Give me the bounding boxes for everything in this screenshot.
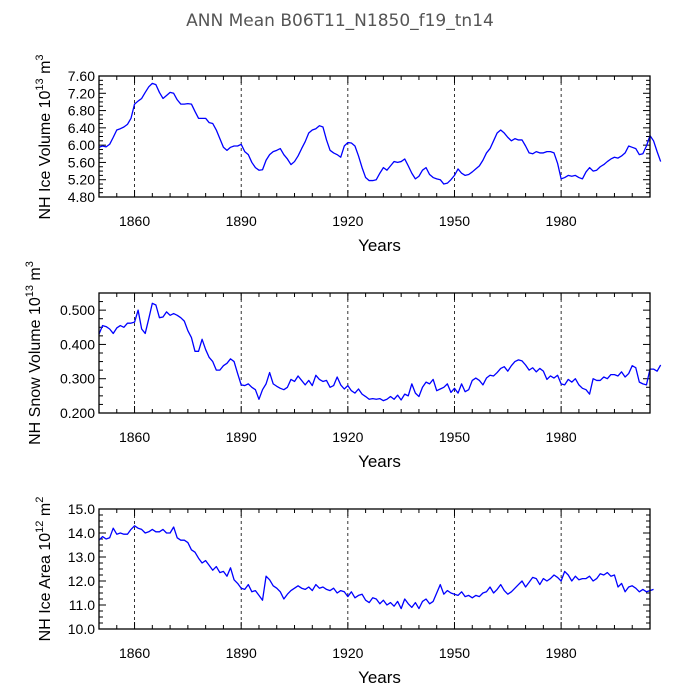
- y-axis-label: NH Ice Area 1012 m2: [34, 497, 54, 642]
- series-line-ice-area: [98, 525, 654, 610]
- x-tick-label: 1890: [226, 645, 257, 661]
- panel-snow-volume: 0.200 0.300 0.400 0.500 1860 1890 1920 1950 1980…: [24, 261, 662, 471]
- x-tick-label: 1980: [546, 429, 577, 445]
- y-tick-label: 5.60: [68, 154, 95, 170]
- y-axis-label: NH Snow Volume 1013 m3: [24, 261, 44, 445]
- y-tick-label: 7.60: [68, 68, 95, 84]
- y-tick-label: 11.0: [69, 597, 95, 613]
- y-tick-label: 14.0: [68, 525, 95, 541]
- x-axis-label: Years: [358, 452, 401, 471]
- y-tick-label: 5.20: [68, 172, 95, 188]
- x-tick-label: 1950: [439, 213, 470, 229]
- panel-ice-area: 10.0 11.0 12.0 13.0 14.0 15.0 1860 1890 1920 1950…: [34, 497, 654, 687]
- y-tick-label: 10.0: [68, 621, 95, 637]
- y-tick-label: 4.80: [68, 189, 95, 205]
- y-tick-label: 0.300: [60, 371, 95, 387]
- y-tick-label: 15.0: [68, 501, 95, 517]
- x-tick-label: 1890: [226, 429, 257, 445]
- plot-frame: [98, 508, 651, 630]
- y-tick-label: 13.0: [68, 549, 95, 565]
- x-tick-label: 1950: [439, 645, 470, 661]
- panel-ice-volume: 4.805.20 5.606.006.406.80 7.207.60 1860 1890…: [34, 54, 662, 255]
- x-tick-label: 1920: [332, 213, 363, 229]
- y-tick-label: 0.200: [60, 405, 95, 421]
- y-tick-label: 6.80: [68, 103, 95, 119]
- x-tick-label: 1980: [546, 213, 577, 229]
- y-axis-label: NH Ice Volume 1013 m3: [34, 54, 54, 219]
- y-tick-label: 0.400: [60, 336, 95, 352]
- series-line-ice-volume: [98, 82, 662, 185]
- y-tick-label: 7.20: [68, 85, 95, 101]
- y-tick-label: 12.0: [68, 573, 95, 589]
- x-tick-label: 1860: [119, 213, 150, 229]
- plot-frame: [98, 75, 651, 198]
- x-tick-label: 1860: [119, 429, 150, 445]
- x-tick-label: 1860: [119, 645, 150, 661]
- x-axis-label: Years: [358, 668, 401, 687]
- x-axis-label: Years: [358, 236, 401, 255]
- series-line-snow-volume: [98, 302, 662, 402]
- chart-title: ANN Mean B06T11_N1850_f19_tn14: [186, 11, 494, 31]
- y-tick-label: 6.40: [68, 120, 95, 136]
- y-tick-label: 0.500: [60, 302, 95, 318]
- plot-frame: [98, 292, 651, 414]
- y-tick-label: 6.00: [68, 137, 95, 153]
- x-tick-label: 1920: [332, 429, 363, 445]
- x-tick-label: 1920: [332, 645, 363, 661]
- x-tick-label: 1890: [226, 213, 257, 229]
- x-tick-label: 1950: [439, 429, 470, 445]
- x-tick-label: 1980: [546, 645, 577, 661]
